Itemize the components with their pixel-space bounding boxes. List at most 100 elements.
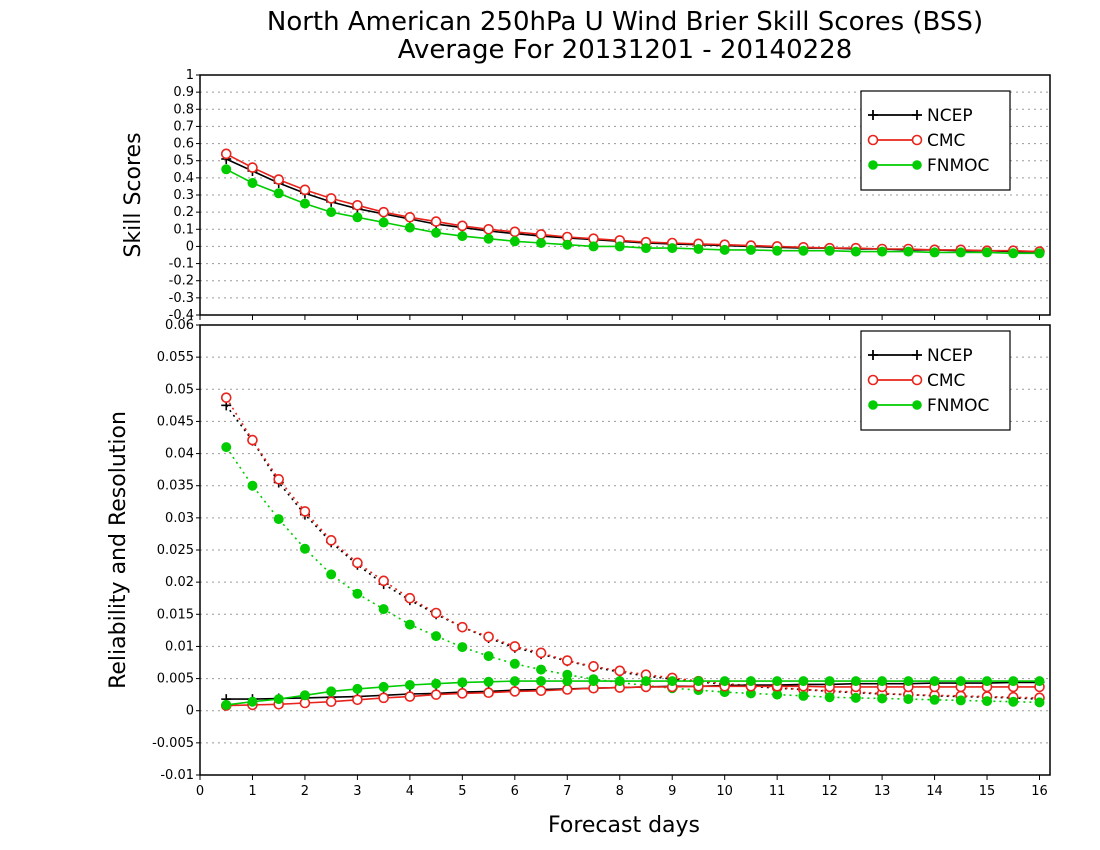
y-tick-label: 1 [186,68,194,83]
x-tick-label: 5 [458,784,466,799]
data-point-fnmoc [903,246,914,257]
data-point-cmc [352,199,363,211]
data-point-cmc [561,655,573,666]
legend-label: FNMOC [927,396,989,416]
data-point-fnmoc [903,694,914,705]
data-point-cmc [247,434,258,446]
y-tick-label: 0.02 [165,575,194,590]
y-tick-label: 0.045 [157,414,194,429]
legend-label: NCEP [927,346,973,366]
data-point-fnmoc [772,676,783,687]
data-point-fnmoc [273,694,284,705]
data-point-fnmoc [483,651,494,662]
data-point-fnmoc [299,690,310,701]
data-point-fnmoc [457,677,468,688]
y-tick-label: 0 [186,704,194,719]
data-point-cmc [273,473,285,485]
data-point-fnmoc [824,245,835,256]
data-point-cmc [404,691,416,702]
data-point-fnmoc [640,243,651,254]
data-point-cmc [378,206,389,218]
data-point-cmc [483,223,494,235]
bottom-y-axis-label: Reliability and Resolution [106,411,131,689]
series-line-ncep-solid [226,681,1040,700]
plot-frame [199,324,1051,776]
y-tick-label: 0.1 [173,222,194,237]
data-point-fnmoc [667,676,678,687]
data-point-fnmoc [457,231,468,242]
legend-marker [911,374,923,386]
data-point-cmc [483,631,494,643]
data-point-cmc [273,174,285,185]
data-point-cmc [535,685,547,697]
data-point-cmc [404,592,416,604]
x-tick-label: 12 [821,784,838,799]
data-point-fnmoc [798,676,809,687]
legend-marker [867,134,879,146]
data-point-fnmoc [247,178,258,188]
data-point-fnmoc [1008,248,1019,259]
legend-item-ncep: NCEP [868,106,973,126]
data-point-fnmoc [1008,696,1019,707]
data-point-cmc [325,696,337,708]
data-point-cmc [457,688,468,699]
data-point-fnmoc [536,238,547,248]
data-point-fnmoc [273,514,284,525]
y-tick-label: -0.1 [169,257,194,272]
x-tick-label: 15 [979,784,996,799]
data-point-fnmoc [299,198,310,209]
data-point-fnmoc [247,480,258,491]
data-point-fnmoc [536,664,547,675]
data-point-fnmoc [877,676,888,687]
data-point-fnmoc [352,683,363,694]
data-point-fnmoc [719,676,730,687]
data-point-fnmoc [772,245,783,256]
x-tick-label: 16 [1031,784,1048,799]
data-point-fnmoc [693,244,704,254]
data-point-fnmoc [378,604,389,615]
data-point-fnmoc [903,676,914,687]
y-tick-label: 0.3 [173,188,194,203]
legend-label: NCEP [927,106,973,126]
data-point-cmc [430,689,442,700]
x-tick-label: 11 [769,784,786,799]
legend-marker [911,134,923,146]
data-point-cmc [509,686,521,697]
data-point-fnmoc [1034,697,1045,708]
data-point-fnmoc [509,236,520,247]
x-tick-label: 10 [716,784,733,799]
y-tick-label: -0.005 [152,736,194,751]
data-point-fnmoc [431,678,442,689]
y-tick-label: 0.03 [165,511,194,526]
x-tick-label: 2 [301,784,309,799]
data-point-fnmoc [1034,248,1045,259]
data-point-fnmoc [955,247,966,258]
x-tick-label: 9 [668,784,676,799]
data-point-cmc [325,193,337,204]
data-point-fnmoc [483,233,494,244]
data-point-cmc [430,607,442,619]
data-point-fnmoc [614,241,625,252]
x-tick-label: 0 [196,784,204,799]
data-point-cmc [378,692,389,704]
x-tick-label: 4 [406,784,414,799]
data-point-fnmoc [798,690,809,701]
data-point-cmc [430,216,442,227]
data-point-fnmoc [745,244,756,255]
legend-item-cmc: CMC [867,131,965,151]
data-point-cmc [535,647,547,659]
y-tick-label: 0.05 [165,382,194,397]
data-point-fnmoc [929,676,940,687]
data-point-cmc [247,162,258,173]
legend-marker [867,374,879,386]
data-point-fnmoc [929,247,940,258]
data-point-cmc [220,392,232,403]
legend: NCEP CMC FNMOC [860,330,1011,431]
legend-label: CMC [927,371,965,391]
data-point-fnmoc [431,227,442,238]
data-point-fnmoc [588,241,599,252]
data-point-fnmoc [352,588,363,599]
data-point-fnmoc [378,681,389,692]
y-tick-label: 0.06 [165,318,194,333]
